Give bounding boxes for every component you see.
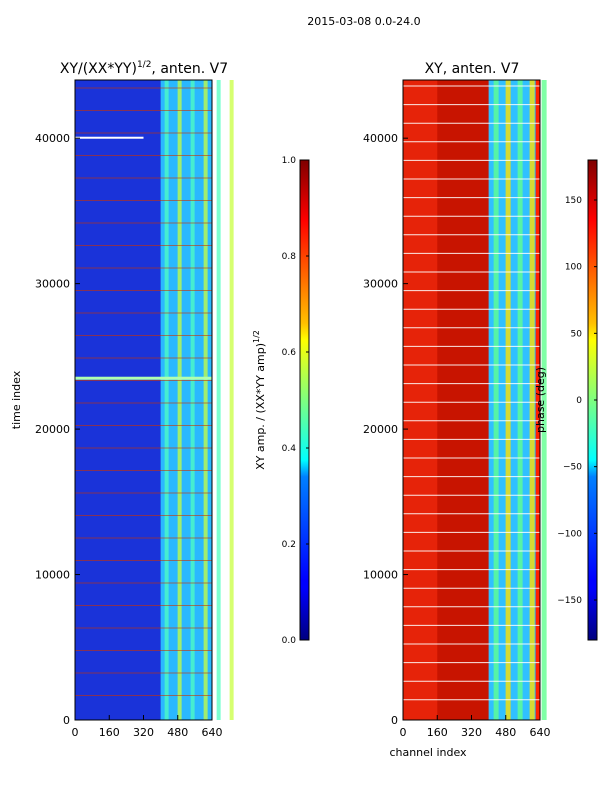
left-title-prefix: XY/(XX*YY) [60, 61, 137, 77]
y-tick-label: 20000 [35, 423, 70, 436]
right-colorbar-label: phase (deg) [534, 367, 547, 433]
right-heatmap [402, 79, 547, 721]
band-stripe [505, 80, 511, 720]
x-tick-label: 480 [495, 726, 516, 739]
left-y-ticks: 0 10000 20000 30000 40000 [35, 132, 80, 727]
x-tick-label: 0 [400, 726, 407, 739]
x-tick-label: 640 [530, 726, 551, 739]
y-tick-label: 20000 [363, 423, 398, 436]
right-title: XY, anten. V7 [425, 61, 520, 77]
right-x-ticks: 0 160 320 480 640 [400, 715, 551, 739]
figure-suptitle: 2015-03-08 0.0-24.0 [307, 15, 420, 28]
x-tick-label: 320 [133, 726, 154, 739]
left-colorbar: 0.0 0.2 0.4 0.6 0.8 1.0 XY amp. / (XX*YY amp)… [252, 156, 310, 646]
colorbar-tick-label: 0 [576, 396, 582, 406]
y-tick-label: 0 [63, 714, 70, 727]
left-panel: XY/(XX*YY)1/2, anten. V7 0 160 320 480 640 0… [10, 60, 310, 739]
band-stripe [203, 80, 208, 720]
x-tick-label: 0 [72, 726, 79, 739]
band-stripe [190, 80, 195, 720]
x-tick-label: 640 [202, 726, 223, 739]
left-title: XY/(XX*YY)1/2, anten. V7 [60, 60, 228, 77]
colorbar-tick-label: 0.0 [282, 636, 297, 646]
band-stripe [229, 80, 234, 720]
colorbar-tick-label: 0.2 [282, 540, 296, 550]
colorbar-tick-label: 1.0 [282, 156, 297, 166]
bright-row [75, 376, 212, 380]
y-tick-label: 40000 [35, 132, 70, 145]
left-colorbar-label: XY amp. / (XX*YY amp)1/2 [252, 330, 267, 470]
colorbar-tick-label: 150 [565, 196, 582, 206]
left-heatmap [74, 79, 234, 721]
right-colorbar: −150 −100 −50 0 50 100 150 phase (deg) [534, 159, 598, 641]
right-y-ticks: 0 10000 20000 30000 40000 [363, 132, 408, 727]
right-heatmap-detail [403, 80, 547, 720]
left-title-suffix: , anten. V7 [151, 61, 228, 77]
colorbar-tick-label: 50 [571, 329, 583, 339]
band-stripe [164, 80, 169, 720]
colorbar-tick-label: −100 [557, 529, 582, 539]
right-colorbar-ticks: −150 −100 −50 0 50 100 150 [557, 196, 597, 606]
x-tick-label: 160 [99, 726, 120, 739]
left-y-axis-label: time index [10, 370, 23, 429]
y-tick-label: 40000 [363, 132, 398, 145]
y-tick-label: 0 [391, 714, 398, 727]
colorbar-tick-label: 100 [565, 263, 582, 273]
colorbar-tick-label: −150 [557, 596, 582, 606]
band-stripe [216, 80, 221, 720]
left-colorbar-label-exp: 1/2 [252, 330, 261, 343]
colorbar-tick-label: 0.4 [282, 444, 297, 454]
right-x-axis-label: channel index [389, 746, 467, 759]
bright-band [160, 80, 212, 720]
y-tick-label: 30000 [35, 278, 70, 291]
band-stripe [177, 80, 182, 720]
band-stripe [517, 80, 523, 720]
bright-row [75, 136, 144, 139]
colorbar-tick-label: 0.8 [282, 252, 297, 262]
left-colorbar-gradient [299, 159, 310, 641]
colorbar-tick-label: 0.6 [282, 348, 297, 358]
x-tick-label: 480 [167, 726, 188, 739]
left-heatmap-detail [75, 80, 234, 720]
colorbar-tick-label: −50 [563, 463, 582, 473]
y-tick-label: 30000 [363, 278, 398, 291]
edge-band [535, 80, 540, 720]
y-tick-label: 10000 [35, 569, 70, 582]
y-tick-label: 10000 [363, 569, 398, 582]
right-panel: XY, anten. V7 0 160 320 480 640 0 10000 20000 3… [363, 61, 598, 759]
left-colorbar-ticks: 0.0 0.2 0.4 0.6 0.8 1.0 [282, 156, 309, 646]
left-title-exp: 1/2 [137, 60, 151, 70]
band-stripe [541, 80, 547, 720]
x-tick-label: 160 [427, 726, 448, 739]
band-stripe [529, 80, 535, 720]
x-tick-label: 320 [461, 726, 482, 739]
band-stripe [493, 80, 499, 720]
phase-region [403, 80, 438, 720]
left-colorbar-label-text: XY amp. / (XX*YY amp) [254, 343, 267, 470]
left-x-ticks: 0 160 320 480 640 [72, 715, 223, 739]
